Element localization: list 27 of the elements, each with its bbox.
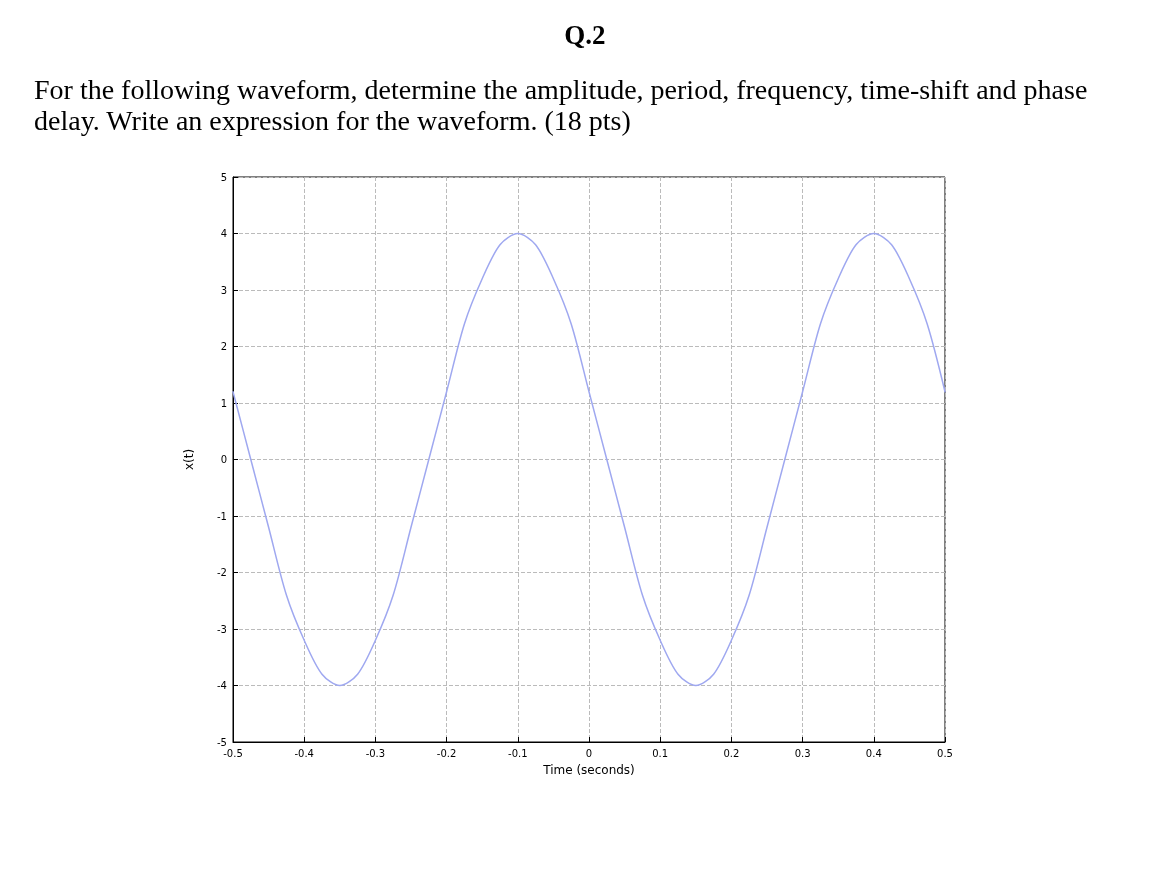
y-tick-label: 4 [220,228,227,239]
x-tick-label: -0.4 [294,747,314,759]
y-tick-label: 3 [220,284,227,296]
x-tick-label: -0.5 [223,747,243,759]
y-tick-label: -5 [217,736,227,748]
x-tick-label: -0.3 [365,747,386,759]
x-tick-label: 0.5 [937,747,953,759]
x-tick-label: 0.1 [652,747,669,759]
y-tick-label: 2 [220,341,227,352]
y-tick-label: -4 [217,680,227,691]
x-tick-label: 0.3 [794,747,811,759]
x-tick-label: -0.1 [508,747,528,759]
x-tick-label: 0 [585,747,593,759]
chart-title: Q.2 [563,20,607,51]
y-tick-label: 5 [220,171,227,183]
y-tick-label: -3 [217,623,227,635]
y-axis-title: x(t) [182,448,196,471]
y-tick-label: -1 [217,510,227,522]
x-tick-label: -0.2 [436,747,457,759]
y-tick-label: -2 [217,567,227,578]
x-tick-label: 0.4 [865,747,882,759]
line-series [232,232,946,687]
chart-subtitle: For the following waveform, determine the amplitude, period, frequency, time-shift and phase delay. Write an expression for the waveform. (18 pts) [34,74,1089,136]
x-tick-label: 0.2 [723,747,740,759]
y-tick-label: 0 [220,454,227,465]
y-tick-label: 1 [220,397,227,409]
x-axis-title: Time (seconds) [542,763,635,777]
